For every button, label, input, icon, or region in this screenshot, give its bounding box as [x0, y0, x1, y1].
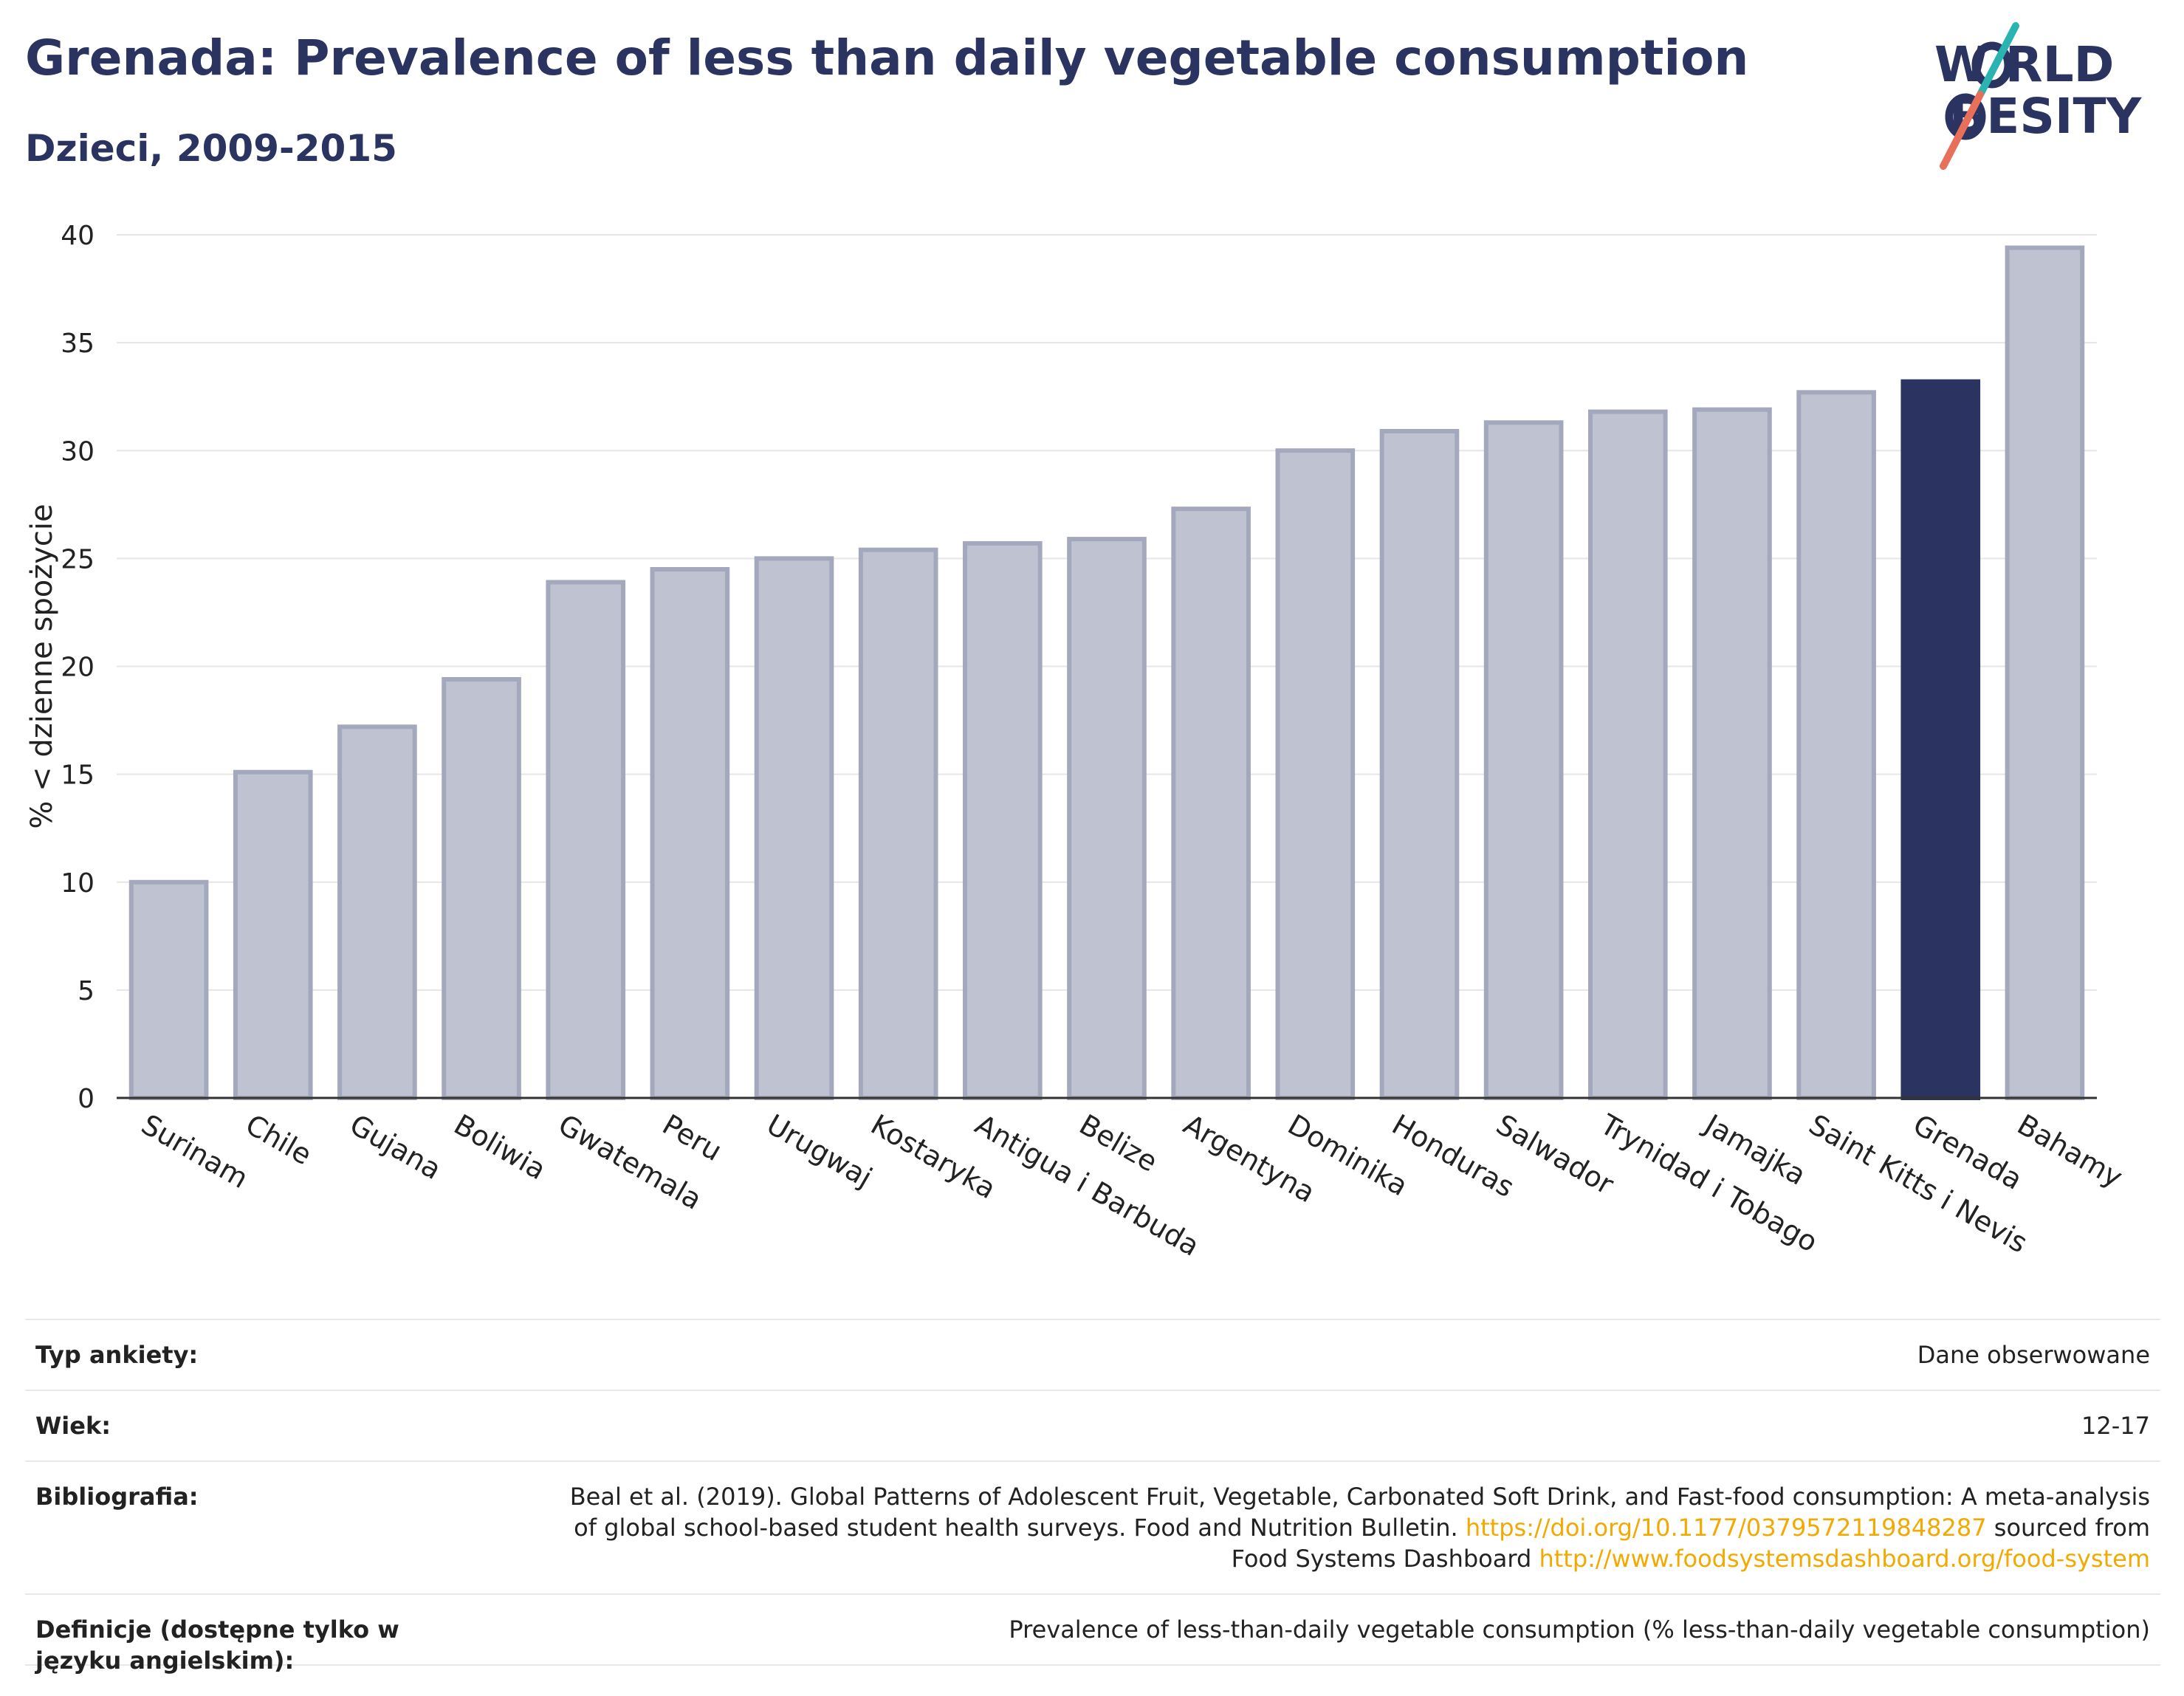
bar-grenada	[1900, 379, 1981, 1100]
y-tick-label: 40	[61, 221, 95, 251]
y-tick-label: 30	[61, 436, 95, 467]
bar-boliwia	[442, 677, 521, 1100]
survey-type-label: Typ ankiety:	[35, 1341, 199, 1369]
bar-gujana	[337, 724, 417, 1101]
logo-o-ring-2	[1945, 93, 1986, 140]
bars	[128, 245, 2085, 1101]
page-subtitle: Dzieci, 2009-2015	[25, 127, 397, 170]
logo-slash-coral	[1940, 91, 1984, 170]
x-tick-label: Urugwaj	[761, 1108, 878, 1194]
x-tick-label: Boliwia	[449, 1108, 552, 1187]
age-value: 12-17	[2081, 1412, 2150, 1440]
info-table: Typ ankiety: Dane obserwowane Wiek: 12-1…	[25, 1319, 2160, 1675]
bar-urugwaj	[754, 556, 834, 1100]
bar-saint-kitts-i-nevis	[1796, 390, 1876, 1100]
y-tick-label: 20	[61, 653, 95, 683]
bar-chile	[233, 769, 313, 1100]
bar-salwador	[1483, 420, 1564, 1100]
doi-link[interactable]: https://doi.org/10.1177/0379572119848287	[1465, 1514, 1987, 1542]
logo-line1: W RLD	[1934, 36, 2114, 93]
y-tick-label: 25	[61, 544, 95, 574]
bar-belize	[1067, 537, 1147, 1100]
y-tick-label: 0	[78, 1084, 95, 1114]
bar-surinam	[128, 879, 209, 1100]
y-axis-ticks: 0 5 10 15 20 25 30 35 40	[61, 221, 95, 1114]
bar-bahamy	[2005, 245, 2085, 1100]
x-tick-label: Gujana	[344, 1108, 447, 1186]
logo-o-ring	[1971, 41, 2013, 89]
bibliography-text-2: sourced from Food Systems Dashboard	[1231, 1514, 2150, 1573]
bar-peru	[650, 566, 730, 1100]
page-title: Grenada: Prevalence of less than daily v…	[25, 30, 1749, 86]
bar-trynidad-i-tobago	[1587, 409, 1668, 1100]
bar-antigua-i-barbuda	[963, 540, 1043, 1100]
bibliography-text: Beal et al. (2019). Global Patterns of A…	[569, 1483, 2150, 1542]
y-tick-label: 5	[78, 976, 95, 1006]
bar-kostaryka	[858, 547, 938, 1100]
definitions-label: Definicje (dostępne tylko w języku angie…	[35, 1616, 399, 1675]
survey-type-value: Dane obserwowane	[1917, 1341, 2150, 1369]
definitions-value: Prevalence of less-than-daily vegetable …	[1009, 1616, 2150, 1644]
bar-argentyna	[1171, 507, 1251, 1100]
y-tick-label: 35	[61, 329, 95, 359]
world-obesity-logo: W RLD BESITY	[1934, 22, 2143, 170]
y-tick-label: 15	[61, 761, 95, 791]
y-tick-label: 10	[61, 868, 95, 899]
info-row-bibliography: Bibliografia: Beal et al. (2019). Global…	[25, 1460, 2160, 1593]
y-axis-label: % < dzienne spożycie	[25, 504, 59, 828]
info-row-survey-type: Typ ankiety: Dane obserwowane	[25, 1319, 2160, 1390]
dashboard-link[interactable]: http://www.foodsystemsdashboard.org/food…	[1539, 1545, 2150, 1573]
bar-honduras	[1379, 428, 1460, 1100]
x-tick-label: Surinam	[136, 1108, 254, 1195]
info-row-age: Wiek: 12-17	[25, 1390, 2160, 1460]
bar-gwatemala	[546, 580, 626, 1100]
x-tick-label: Bahamy	[2012, 1108, 2128, 1194]
age-label: Wiek:	[35, 1412, 111, 1440]
bibliography-value: Beal et al. (2019). Global Patterns of A…	[552, 1481, 2150, 1574]
bar-jamajka	[1692, 407, 1772, 1100]
x-tick-label: Chile	[240, 1108, 317, 1172]
bibliography-label: Bibliografia:	[35, 1483, 199, 1511]
bar-dominika	[1275, 448, 1356, 1100]
x-tick-label: Peru	[657, 1108, 727, 1167]
info-row-definitions: Definicje (dostępne tylko w języku angie…	[25, 1593, 2160, 1675]
logo-slash-teal	[1977, 22, 2019, 98]
